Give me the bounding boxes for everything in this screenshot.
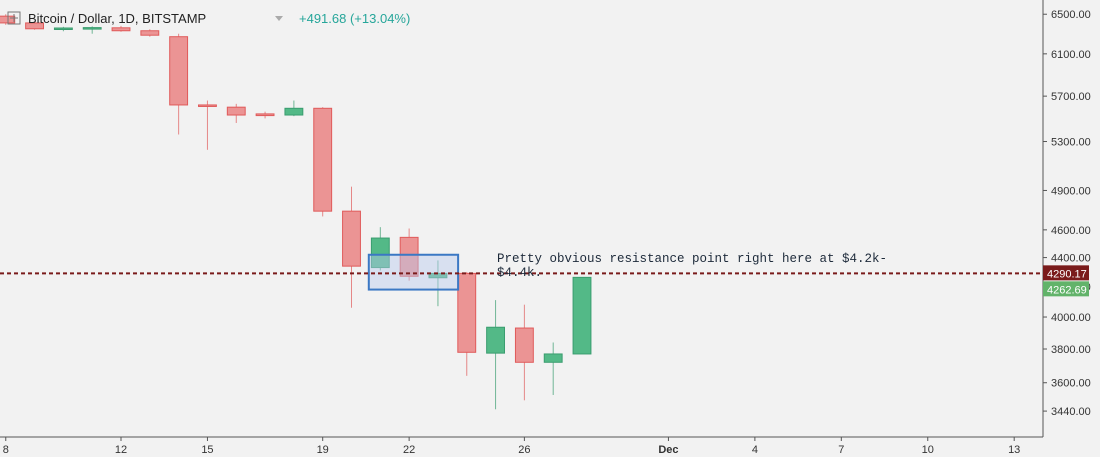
candle-body: [25, 22, 45, 30]
candle-12[interactable]: [111, 25, 131, 32]
candle-body: [543, 353, 563, 363]
candle-body: [226, 106, 246, 116]
candle-19[interactable]: [313, 107, 333, 217]
svg-text:4262.69: 4262.69: [1047, 284, 1087, 296]
candle-25[interactable]: [486, 300, 506, 410]
price-tick-label: 6100.00: [1051, 49, 1091, 61]
time-tick-label: 13: [1008, 444, 1020, 456]
resistance-zone-box[interactable]: [367, 253, 460, 291]
time-axis-ticks: 8 12 15 19 22 26 Dec 4 7 10 13: [3, 437, 1020, 456]
candle-9[interactable]: [25, 21, 45, 30]
candle-body: [53, 27, 73, 31]
chart-title: Bitcoin / Dollar, 1D, BITSTAMP: [28, 11, 206, 26]
price-tick-label: 6500.00: [1051, 9, 1091, 21]
time-tick-label: 19: [317, 444, 329, 456]
time-tick-label: 22: [403, 444, 415, 456]
price-axis-area[interactable]: [1043, 0, 1100, 437]
candle-body: [255, 113, 275, 117]
candle-body: [457, 272, 477, 353]
annotation-line-2: $4.4k.: [497, 266, 542, 280]
candle-body: [399, 236, 419, 277]
candle-body: [140, 30, 160, 36]
price-tick-label: 3800.00: [1051, 344, 1091, 356]
candle-body: [342, 210, 361, 267]
candle-body: [198, 104, 217, 107]
price-change: +491.68 (+13.04%): [299, 11, 410, 26]
candle-body: [313, 107, 333, 212]
price-tick-label: 3440.00: [1051, 406, 1091, 418]
candle-body: [169, 36, 189, 106]
plot-area[interactable]: [0, 0, 1043, 437]
candle-21[interactable]: [370, 227, 390, 271]
price-tick-label: 5300.00: [1051, 137, 1091, 149]
last-price-tag: 4262.69: [1043, 281, 1089, 297]
candles-layer: [0, 14, 592, 410]
expand-icon[interactable]: [7, 11, 21, 25]
price-tick-label: 4000.00: [1051, 312, 1091, 324]
chevron-down-icon[interactable]: [275, 16, 283, 21]
candle-body: [0, 15, 16, 24]
candle-body: [284, 107, 304, 116]
candle-body: [486, 326, 506, 354]
time-tick-label: 7: [838, 444, 844, 456]
time-tick-label: 26: [518, 444, 530, 456]
candle-17[interactable]: [255, 111, 275, 119]
candle-body: [82, 27, 102, 30]
candle-13[interactable]: [140, 29, 160, 37]
candle-20[interactable]: [342, 186, 361, 308]
candle-26[interactable]: [514, 304, 534, 401]
candle-28[interactable]: [572, 276, 592, 355]
price-tick-label: 5700.00: [1051, 91, 1091, 103]
overlay-layer: [0, 253, 1043, 291]
candle-16[interactable]: [226, 103, 246, 123]
time-tick-label: Dec: [658, 444, 678, 456]
resistance-price-tag: 4290.17: [1043, 265, 1089, 281]
price-tick-label: 3600.00: [1051, 378, 1091, 390]
svg-text:4290.17: 4290.17: [1047, 268, 1087, 280]
candle-15[interactable]: [198, 100, 217, 150]
candle-body: [370, 237, 390, 269]
price-tick-label: 4400.00: [1051, 253, 1091, 265]
time-tick-label: 10: [922, 444, 934, 456]
candle-body: [111, 27, 131, 32]
candle-body: [514, 327, 534, 363]
candle-11[interactable]: [82, 26, 102, 34]
candle-10[interactable]: [53, 26, 73, 32]
price-tick-label: 4600.00: [1051, 225, 1091, 237]
annotation-line-1: Pretty obvious resistance point right he…: [497, 252, 887, 266]
price-tick-label: 4900.00: [1051, 185, 1091, 197]
time-tick-label: 15: [201, 444, 213, 456]
candle-14[interactable]: [169, 33, 189, 135]
time-tick-label: 8: [3, 444, 9, 456]
candle-27[interactable]: [543, 342, 563, 395]
candle-8[interactable]: [0, 14, 16, 25]
candle-18[interactable]: [284, 100, 304, 117]
time-axis-area[interactable]: [0, 437, 1100, 457]
candle-body: [572, 276, 592, 355]
candle-24[interactable]: [457, 271, 477, 376]
time-tick-label: 12: [115, 444, 127, 456]
time-tick-label: 4: [752, 444, 758, 456]
